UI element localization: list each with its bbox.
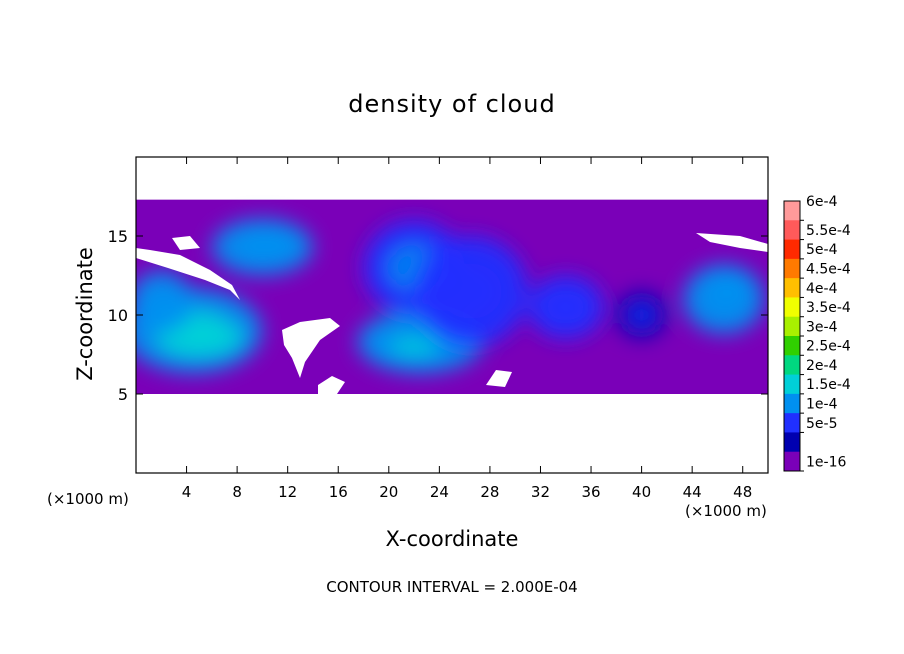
clear-air-gap [318,376,345,397]
clear-air-gap [136,248,240,300]
colorbar-segment [784,201,800,221]
x-tick-label: 40 [632,483,651,501]
density-core [716,277,744,297]
x-tick-label: 20 [379,483,398,501]
x-axis: 4 8 12 16 20 24 28 32 36 40 44 48 [182,157,752,501]
colorbar-segment [784,451,800,472]
clear-air-gap [172,236,200,250]
colorbar-segment [784,258,800,279]
y-axis-label: Z-coordinate [73,247,97,381]
clear-air-gap [486,370,512,387]
density-core [143,286,179,319]
density-core [544,291,587,323]
colorbar-segment [784,374,800,395]
x-axis-label: X-coordinate [386,527,519,551]
y-axis: 5 10 15 [108,227,768,404]
colorbar-label: 5e-4 [806,242,838,258]
colorbar-label: 1e-16 [806,454,846,470]
plot-area [136,157,768,473]
cloud-density-field [136,218,765,374]
contour-interval-note: CONTOUR INTERVAL = 2.000E-04 [326,578,577,596]
colorbar-segment [784,432,800,453]
colorbar-label: 4.5e-4 [806,262,851,278]
colorbar-label: 6e-4 [806,194,838,210]
x-tick-label: 44 [683,483,702,501]
x-tick-label: 28 [480,483,499,501]
colorbar-label: 5.5e-4 [806,223,851,239]
chart-title: density of cloud [348,90,555,118]
y-tick-label: 5 [118,385,128,404]
colorbar-label: 4e-4 [806,281,838,297]
x-tick-label: 12 [278,483,297,501]
x-tick-label: 8 [232,483,242,501]
colorbar-segment [784,297,800,318]
colorbar-segment [784,413,800,433]
x-unit-left: (×1000 m) [47,490,129,508]
colorbar-label: 5e-5 [806,416,837,432]
colorbar-segment [784,393,800,414]
x-tick-label: 24 [430,483,449,501]
x-tick-label: 32 [531,483,550,501]
colorbar-label: 3e-4 [806,319,838,335]
colorbar: 6e-4 5.5e-4 5e-4 4.5e-4 4e-4 3.5e-4 3e-4 2.5e-4… [783,194,851,472]
density-core [251,236,287,252]
colorbar-label: 2.5e-4 [806,339,851,355]
colorbar-label: 2e-4 [806,358,838,374]
colorbar-segment [784,239,800,260]
x-tick-label: 16 [329,483,348,501]
colorbar-label: 1e-4 [806,397,838,413]
x-tick-label: 4 [182,483,192,501]
y-tick-label: 10 [108,306,128,325]
density-core [627,303,656,327]
colorbar-label: 3.5e-4 [806,300,851,316]
density-core [174,326,224,348]
colorbar-segment [784,220,800,241]
density-core [389,337,439,357]
density-core [439,263,503,319]
y-tick-label: 15 [108,227,128,246]
colorbar-segment [784,355,800,376]
x-unit-right: (×1000 m) [685,502,767,520]
clear-air-gap [696,233,768,252]
cloud-free-regions [136,233,768,397]
colorbar-segment [784,278,800,298]
clear-air-gap [282,318,340,378]
x-tick-label: 36 [581,483,600,501]
x-tick-label: 48 [733,483,752,501]
colorbar-segment [784,316,800,337]
colorbar-segment [784,336,800,356]
colorbar-label: 1.5e-4 [806,377,851,393]
